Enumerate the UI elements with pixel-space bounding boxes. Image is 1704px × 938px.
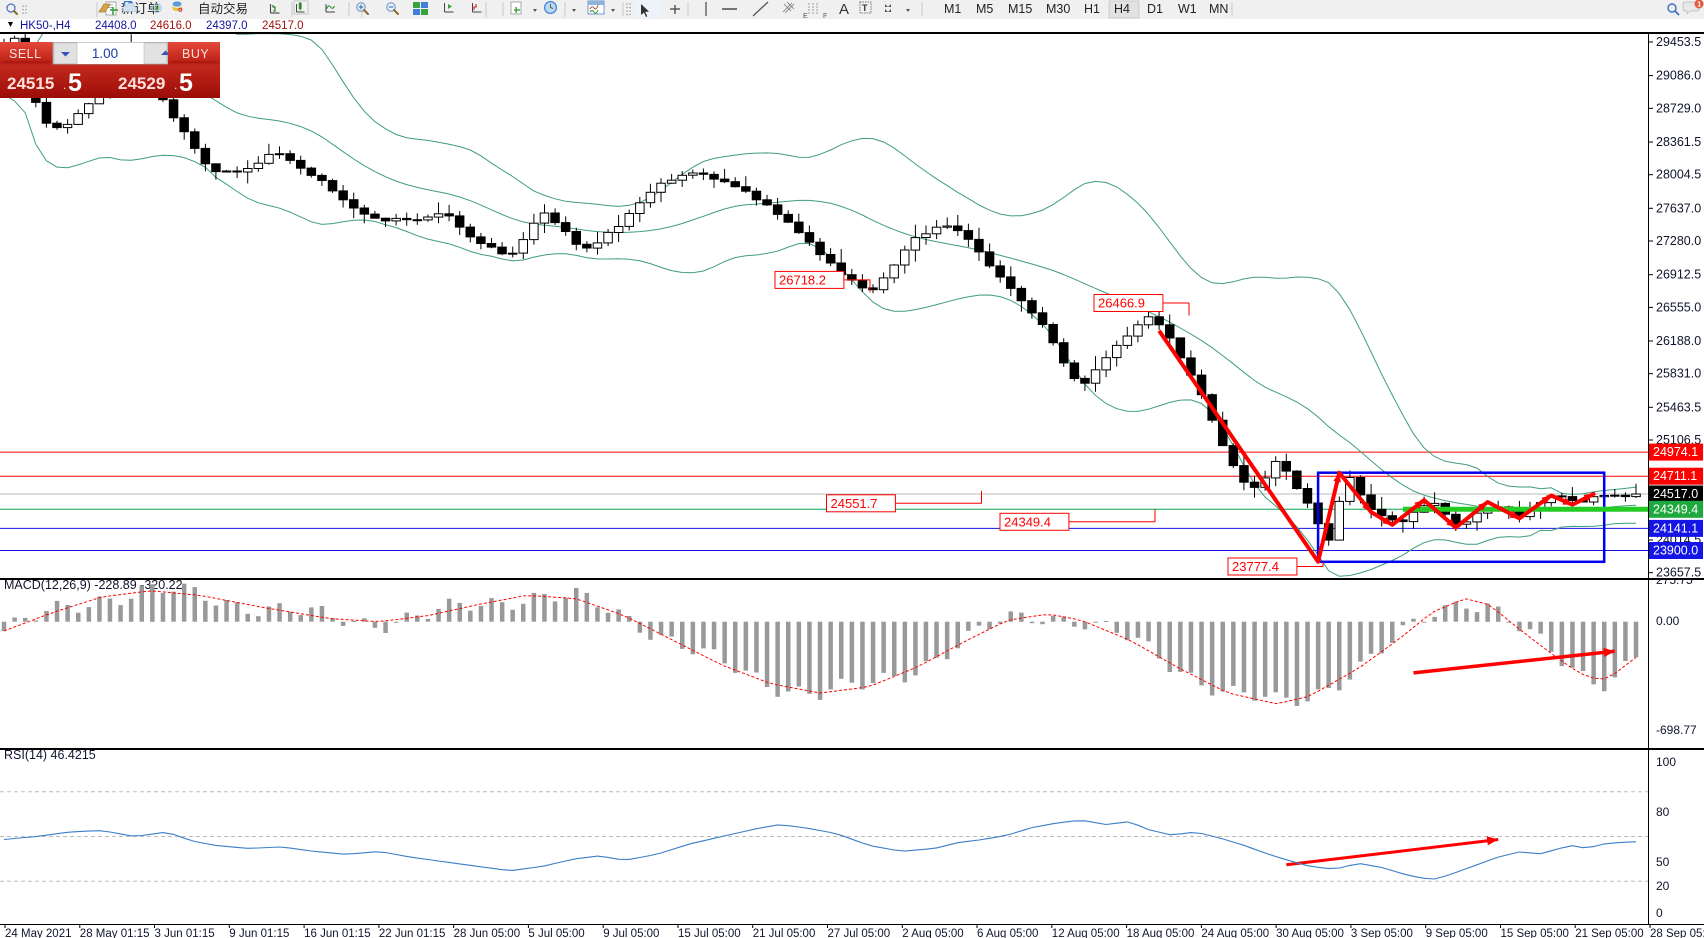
svg-text:9 Sep 05:00: 9 Sep 05:00	[1426, 928, 1488, 938]
svg-text:15 Sep 05:00: 15 Sep 05:00	[1501, 928, 1569, 938]
svg-text:24 Aug 05:00: 24 Aug 05:00	[1201, 928, 1269, 938]
svg-text:5: 5	[179, 69, 193, 97]
svg-text:M1: M1	[944, 2, 961, 16]
svg-text:SELL: SELL	[9, 47, 42, 61]
svg-text:5: 5	[68, 69, 82, 97]
svg-text:29453.5: 29453.5	[1656, 35, 1701, 49]
svg-text:26718.2: 26718.2	[779, 272, 826, 287]
svg-text:16 Jun 01:15: 16 Jun 01:15	[304, 928, 371, 938]
svg-text:12 Aug 05:00: 12 Aug 05:00	[1052, 928, 1120, 938]
svg-text:自动交易: 自动交易	[198, 1, 248, 16]
svg-text:21 Jul 05:00: 21 Jul 05:00	[753, 928, 816, 938]
svg-text:80: 80	[1656, 805, 1670, 819]
svg-text:24551.7: 24551.7	[831, 496, 878, 511]
svg-text:M5: M5	[976, 2, 993, 16]
svg-text:24408.0: 24408.0	[95, 20, 137, 32]
svg-text:24616.0: 24616.0	[150, 20, 192, 32]
svg-text:BUY: BUY	[182, 47, 209, 61]
svg-text:30 Aug 05:00: 30 Aug 05:00	[1276, 928, 1344, 938]
svg-text:24974.1: 24974.1	[1653, 445, 1698, 459]
svg-text:27637.0: 27637.0	[1656, 201, 1701, 215]
svg-text:24517.0: 24517.0	[1653, 487, 1698, 501]
svg-text:3 Sep 05:00: 3 Sep 05:00	[1351, 928, 1413, 938]
svg-text:100: 100	[1656, 755, 1676, 769]
svg-text:29086.0: 29086.0	[1656, 69, 1701, 83]
svg-text:28 Jun 05:00: 28 Jun 05:00	[454, 928, 521, 938]
svg-text:24349.4: 24349.4	[1004, 514, 1051, 529]
svg-text:0: 0	[1656, 906, 1663, 920]
svg-text:0.00: 0.00	[1656, 614, 1680, 628]
svg-text:24141.1: 24141.1	[1653, 521, 1698, 535]
svg-text:HK50-,H4: HK50-,H4	[20, 20, 71, 32]
svg-text:28004.5: 28004.5	[1656, 168, 1701, 182]
svg-text:D1: D1	[1147, 2, 1163, 16]
svg-text:1: 1	[1697, 2, 1701, 9]
svg-text:24515: 24515	[7, 74, 54, 93]
svg-text:20: 20	[1656, 879, 1670, 893]
svg-text:MACD(12,26,9) -228.89 -320.22: MACD(12,26,9) -228.89 -320.22	[4, 578, 183, 592]
svg-text:M30: M30	[1046, 2, 1070, 16]
svg-text:26188.0: 26188.0	[1656, 334, 1701, 348]
svg-text:28 Sep 05:00: 28 Sep 05:00	[1650, 928, 1704, 938]
svg-text:RSI(14) 46.4215: RSI(14) 46.4215	[4, 748, 96, 762]
svg-text:21 Sep 05:00: 21 Sep 05:00	[1575, 928, 1643, 938]
svg-text:3 Jun 01:15: 3 Jun 01:15	[155, 928, 215, 938]
svg-text:A: A	[839, 1, 849, 18]
svg-text:23900.0: 23900.0	[1653, 544, 1698, 558]
svg-text:24517.0: 24517.0	[262, 20, 304, 32]
svg-text:M15: M15	[1008, 2, 1032, 16]
svg-text:9 Jul 05:00: 9 Jul 05:00	[603, 928, 659, 938]
svg-text:26555.0: 26555.0	[1656, 300, 1701, 314]
svg-text:5 Jul 05:00: 5 Jul 05:00	[528, 928, 584, 938]
svg-text:15 Jul 05:00: 15 Jul 05:00	[678, 928, 741, 938]
svg-text:2 Aug 05:00: 2 Aug 05:00	[902, 928, 963, 938]
svg-text:MN: MN	[1209, 2, 1228, 16]
svg-text:26466.9: 26466.9	[1098, 296, 1145, 311]
svg-text:28 May 01:15: 28 May 01:15	[80, 928, 150, 938]
svg-text:.: .	[63, 78, 66, 92]
svg-text:9 Jun 01:15: 9 Jun 01:15	[229, 928, 289, 938]
svg-text:24349.4: 24349.4	[1653, 502, 1698, 516]
svg-text:23777.4: 23777.4	[1232, 559, 1279, 574]
svg-text:H4: H4	[1114, 2, 1130, 16]
svg-text:24397.0: 24397.0	[206, 20, 248, 32]
svg-text:T: T	[862, 3, 868, 13]
svg-text:23657.5: 23657.5	[1656, 566, 1701, 578]
svg-text:275.75: 275.75	[1656, 578, 1693, 587]
svg-text:24529: 24529	[118, 74, 165, 93]
svg-text:50: 50	[1656, 855, 1670, 869]
svg-text:22 Jun 01:15: 22 Jun 01:15	[379, 928, 446, 938]
svg-text:27 Jul 05:00: 27 Jul 05:00	[828, 928, 891, 938]
svg-text:24711.1: 24711.1	[1653, 469, 1697, 483]
svg-text:.: .	[174, 78, 177, 92]
svg-text:26912.5: 26912.5	[1656, 268, 1701, 282]
svg-text:W1: W1	[1178, 2, 1197, 16]
svg-text:25463.5: 25463.5	[1656, 400, 1701, 414]
svg-text:28361.5: 28361.5	[1656, 135, 1701, 149]
svg-text:25831.0: 25831.0	[1656, 367, 1701, 381]
svg-text:18 Aug 05:00: 18 Aug 05:00	[1127, 928, 1195, 938]
svg-text:-698.77: -698.77	[1656, 723, 1697, 737]
svg-text:6 Aug 05:00: 6 Aug 05:00	[977, 928, 1038, 938]
svg-text:27280.0: 27280.0	[1656, 234, 1701, 248]
svg-text:24 May 2021: 24 May 2021	[5, 928, 72, 938]
svg-text:1.00: 1.00	[92, 46, 118, 61]
svg-text:H1: H1	[1084, 2, 1100, 16]
svg-text:28729.0: 28729.0	[1656, 101, 1701, 115]
